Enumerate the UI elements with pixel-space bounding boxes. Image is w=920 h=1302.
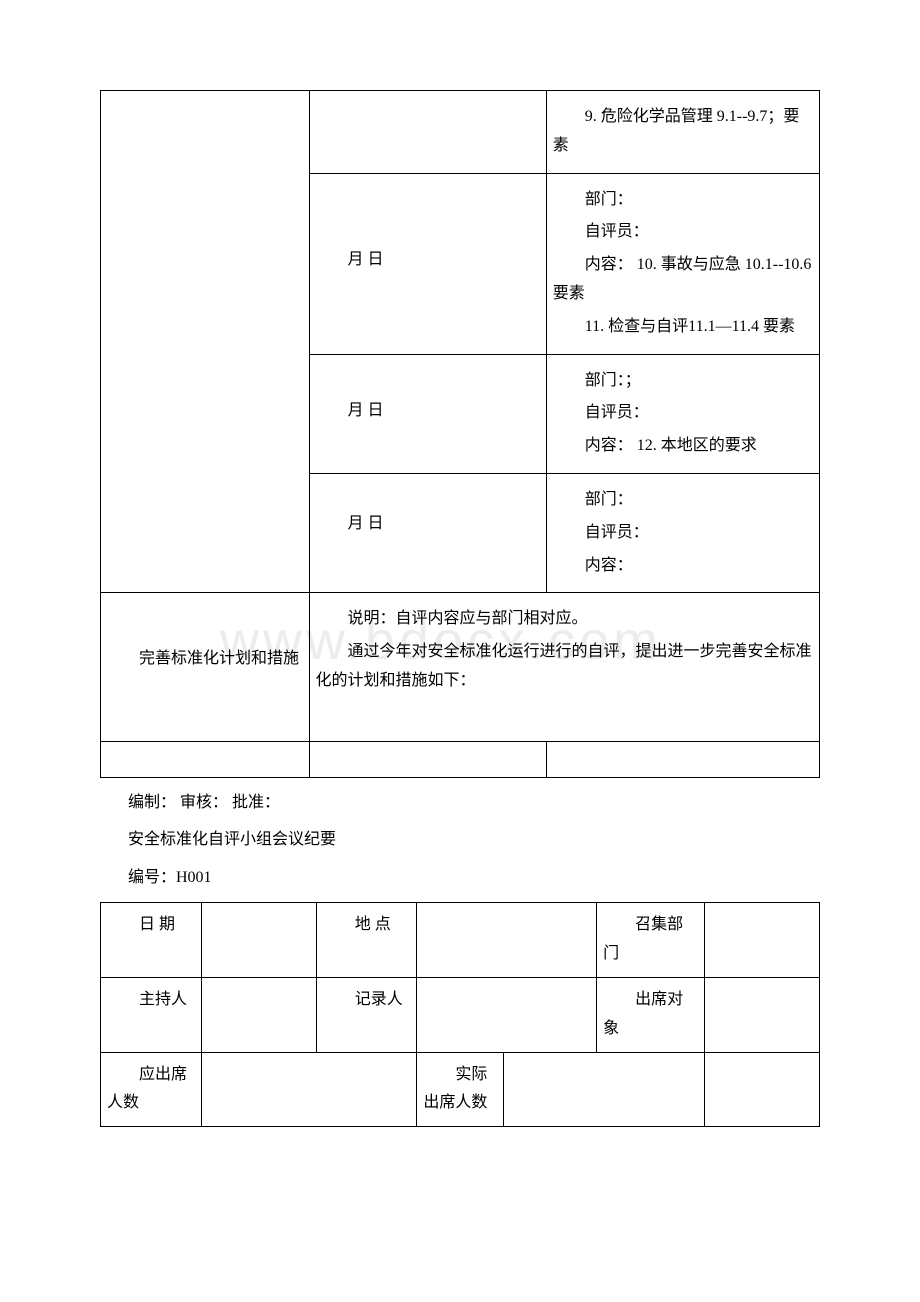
text: 月 日 (316, 486, 540, 563)
cell (704, 903, 819, 978)
cell-label: 主持人 (101, 977, 202, 1052)
text: 9. 危险化学品管理 9.1--9.7；要素 (553, 103, 813, 161)
table-row: 日 期 地 点 召集部门 (101, 903, 820, 978)
cell (101, 741, 310, 777)
text: 内容： 12. 本地区的要求 (553, 432, 813, 461)
cell-label: 召集部门 (597, 903, 705, 978)
text: 内容： (553, 552, 813, 581)
meeting-table: 日 期 地 点 召集部门 主持人 记录人 出席对象 应出席人数 实际出席人数 (100, 902, 820, 1127)
cell-label: 日 期 (101, 903, 202, 978)
cell-label: 出席对象 (597, 977, 705, 1052)
table-row: 完善标准化计划和措施 说明：自评内容应与部门相对应。 通过今年对安全标准化运行进… (101, 593, 820, 741)
cell: 完善标准化计划和措施 (101, 593, 310, 741)
table-row: 应出席人数 实际出席人数 (101, 1052, 820, 1127)
cell: 部门：； 自评员： 内容： 12. 本地区的要求 (546, 354, 819, 473)
text: 自评员： (553, 399, 813, 428)
cell (201, 1052, 417, 1127)
cell-label: 地 点 (316, 903, 417, 978)
cell (704, 1052, 819, 1127)
cell (309, 91, 546, 174)
cell (546, 741, 819, 777)
cell (417, 977, 597, 1052)
cell (309, 741, 546, 777)
table-row (101, 741, 820, 777)
cell: 月 日 (309, 173, 546, 354)
cell: 月 日 (309, 354, 546, 473)
text: 说明：自评内容应与部门相对应。 (316, 605, 814, 634)
cell: 月 日 (309, 473, 546, 592)
schedule-table: 9. 危险化学品管理 9.1--9.7；要素 月 日 部门： 自评员： 内容： … (100, 90, 820, 778)
cell-label: 应出席人数 (101, 1052, 202, 1127)
text: 11. 检查与自评11.1—11.4 要素 (553, 313, 813, 342)
cell (201, 977, 316, 1052)
cell (201, 903, 316, 978)
cell-left-spanning (101, 91, 310, 593)
doc-number: 编号：H001 (128, 865, 820, 891)
cell-label: 记录人 (316, 977, 417, 1052)
text: 部门： (553, 186, 813, 215)
text: 部门：； (553, 367, 813, 396)
cell (704, 977, 819, 1052)
cell: 部门： 自评员： 内容： (546, 473, 819, 592)
table-row: 主持人 记录人 出席对象 (101, 977, 820, 1052)
cell (503, 1052, 704, 1127)
text: 完善标准化计划和措施 (107, 605, 303, 674)
approval-line: 编制： 审核： 批准： (128, 790, 820, 816)
section-title: 安全标准化自评小组会议纪要 (128, 827, 820, 853)
cell: 说明：自评内容应与部门相对应。 通过今年对安全标准化运行进行的自评，提出进一步完… (309, 593, 820, 741)
text: 月 日 (316, 367, 540, 456)
cell (417, 903, 597, 978)
text: 通过今年对安全标准化运行进行的自评，提出进一步完善安全标准化的计划和措施如下： (316, 638, 814, 696)
text: 自评员： (553, 519, 813, 548)
cell-label: 实际出席人数 (417, 1052, 503, 1127)
cell: 部门： 自评员： 内容： 10. 事故与应急 10.1--10.6 要素 11.… (546, 173, 819, 354)
text: 内容： 10. 事故与应急 10.1--10.6 要素 (553, 251, 813, 309)
text: 部门： (553, 486, 813, 515)
table-row: 9. 危险化学品管理 9.1--9.7；要素 (101, 91, 820, 174)
document-content: 9. 危险化学品管理 9.1--9.7；要素 月 日 部门： 自评员： 内容： … (100, 90, 820, 1127)
cell: 9. 危险化学品管理 9.1--9.7；要素 (546, 91, 819, 174)
text: 月 日 (316, 186, 540, 335)
text: 自评员： (553, 218, 813, 247)
